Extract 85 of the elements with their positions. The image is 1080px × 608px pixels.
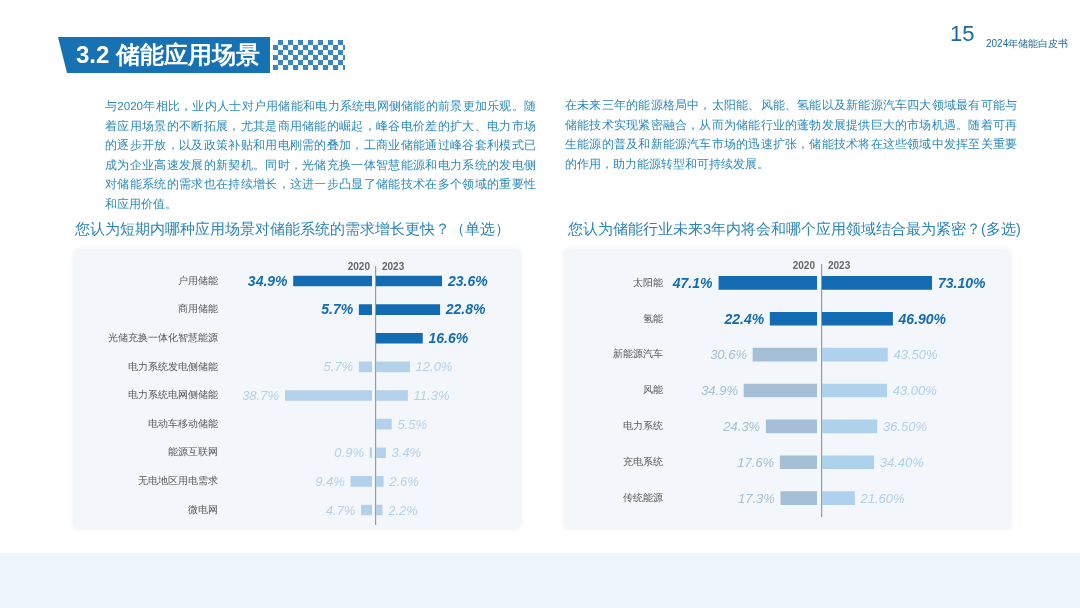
data-label: 3.4% bbox=[391, 445, 422, 461]
data-label: 22.4% bbox=[723, 310, 765, 327]
bar bbox=[376, 447, 386, 459]
y-tick-label: 电力系统电网侧储能 bbox=[128, 389, 218, 401]
bar bbox=[376, 418, 392, 430]
data-label: 11.3% bbox=[413, 388, 450, 404]
y-tick-label: 充电系统 bbox=[623, 455, 663, 467]
bar bbox=[822, 491, 855, 505]
y-tick-label: 电力系统发电侧储能 bbox=[128, 360, 218, 372]
bar bbox=[822, 455, 875, 470]
y-tick-label: 新能源汽车 bbox=[613, 348, 663, 360]
bar bbox=[779, 455, 817, 470]
bar bbox=[358, 304, 372, 315]
data-label: 9.4% bbox=[315, 473, 345, 489]
data-label: 36.50% bbox=[882, 418, 928, 434]
data-label: 5.5% bbox=[397, 416, 428, 432]
data-label: 38.7% bbox=[242, 388, 279, 404]
bar bbox=[752, 347, 817, 362]
data-label: 17.3% bbox=[737, 490, 775, 506]
y-tick-label: 电动车移动储能 bbox=[148, 417, 218, 429]
bar bbox=[376, 476, 384, 487]
bar bbox=[376, 275, 442, 287]
data-label: 34.9% bbox=[701, 383, 739, 399]
data-label: 24.3% bbox=[722, 418, 761, 434]
bar bbox=[350, 476, 372, 487]
y-tick-label: 风能 bbox=[643, 384, 663, 396]
bar bbox=[822, 383, 888, 398]
data-label: 12.0% bbox=[415, 359, 453, 375]
y-tick-label: 传统能源 bbox=[623, 491, 663, 503]
y-tick-label: 户用储能 bbox=[178, 274, 218, 286]
y-tick-label: 能源互联网 bbox=[168, 446, 218, 458]
text: 与2020年相比，业内人士对户用储能和电力系统电网侧储能的前景更加乐观。随着应用场景的不断拓展，尤其是商用储能的崛起，峰谷电价差的扩大、电力市场的逐步开放，以及政策补贴和用电刚需的叠加，工商业储能通过峰谷套利模式已成为企业高速发展的新契机。同时，光储充换一体智慧能源和电力系统的发电侧对储能系统的需求也在持续增长，这进一步凸显了储能技术在多个领域的重要性和应用价值。 bbox=[105, 98, 536, 212]
bar bbox=[376, 332, 423, 344]
data-label: 34.9% bbox=[247, 272, 289, 289]
bar bbox=[822, 347, 888, 362]
data-label: 47.1% bbox=[671, 274, 714, 291]
bar bbox=[780, 491, 817, 505]
bar bbox=[376, 361, 410, 373]
data-label: 0.9% bbox=[334, 445, 364, 461]
data-label: 43.00% bbox=[892, 383, 937, 399]
y-tick-label: 氢能 bbox=[643, 312, 663, 324]
y-tick-label: 微电网 bbox=[188, 503, 218, 515]
text: 15 bbox=[950, 21, 975, 46]
data-label: 22.8% bbox=[444, 301, 487, 318]
bar bbox=[765, 419, 817, 434]
chart-title: 您认为短期内哪种应用场景对储能系统的需求增长更快？（单选） bbox=[75, 220, 510, 238]
bar bbox=[822, 276, 932, 290]
data-label: 21.60% bbox=[859, 490, 905, 506]
bar bbox=[376, 304, 441, 315]
bar bbox=[822, 311, 893, 326]
data-label: 43.50% bbox=[893, 347, 938, 363]
y-tick-label: 无电地区用电需求 bbox=[138, 475, 218, 487]
bar bbox=[822, 419, 878, 434]
bar bbox=[376, 390, 408, 401]
data-label: 5.7% bbox=[321, 301, 354, 318]
bar bbox=[361, 504, 372, 516]
y-tick-label: 光储充换一体化智慧能源 bbox=[108, 332, 218, 344]
data-label: 17.6% bbox=[737, 454, 775, 470]
text: 3.2 储能应用场景 bbox=[76, 40, 261, 70]
data-label: 2.2% bbox=[387, 502, 418, 518]
data-label: 30.6% bbox=[710, 347, 748, 363]
data-label: 46.90% bbox=[897, 310, 947, 327]
series-label: 2020 bbox=[792, 259, 816, 271]
data-label: 16.6% bbox=[428, 330, 469, 347]
text: 在未来三年的能源格局中，太阳能、风能、氢能以及新能源汽车四大领域最有可能与储能技术实现紧密融合，从而为储能行业的蓬勃发展提供巨大的市场机遇。随着可再生能源的普及和新能源汽车市场的迅速扩张，储能技术将在这些领域中发挥至关重要的作用，助力能源转型和可持续发展。 bbox=[565, 97, 1017, 173]
series-label: 2020 bbox=[347, 261, 371, 273]
data-label: 5.7% bbox=[323, 359, 354, 375]
bar bbox=[293, 275, 372, 287]
bar bbox=[769, 311, 817, 326]
y-tick-label: 商用储能 bbox=[178, 303, 218, 315]
bar bbox=[743, 383, 817, 398]
series-label: 2023 bbox=[828, 259, 851, 271]
data-label: 23.6% bbox=[447, 272, 489, 289]
bar bbox=[285, 390, 372, 401]
y-tick-label: 电力系统 bbox=[623, 420, 663, 432]
bar bbox=[358, 361, 372, 373]
chart-title: 您认为储能行业未来3年内将会和哪个应用领域结合最为紧密？(多选) bbox=[568, 220, 1021, 238]
data-label: 73.10% bbox=[938, 274, 987, 291]
data-label: 4.7% bbox=[325, 502, 356, 518]
text: 2024年储能白皮书 bbox=[986, 38, 1069, 50]
bar bbox=[718, 276, 817, 290]
data-label: 34.40% bbox=[879, 454, 924, 470]
data-label: 2.6% bbox=[388, 473, 419, 489]
y-tick-label: 太阳能 bbox=[633, 276, 663, 288]
series-label: 2023 bbox=[382, 261, 405, 273]
